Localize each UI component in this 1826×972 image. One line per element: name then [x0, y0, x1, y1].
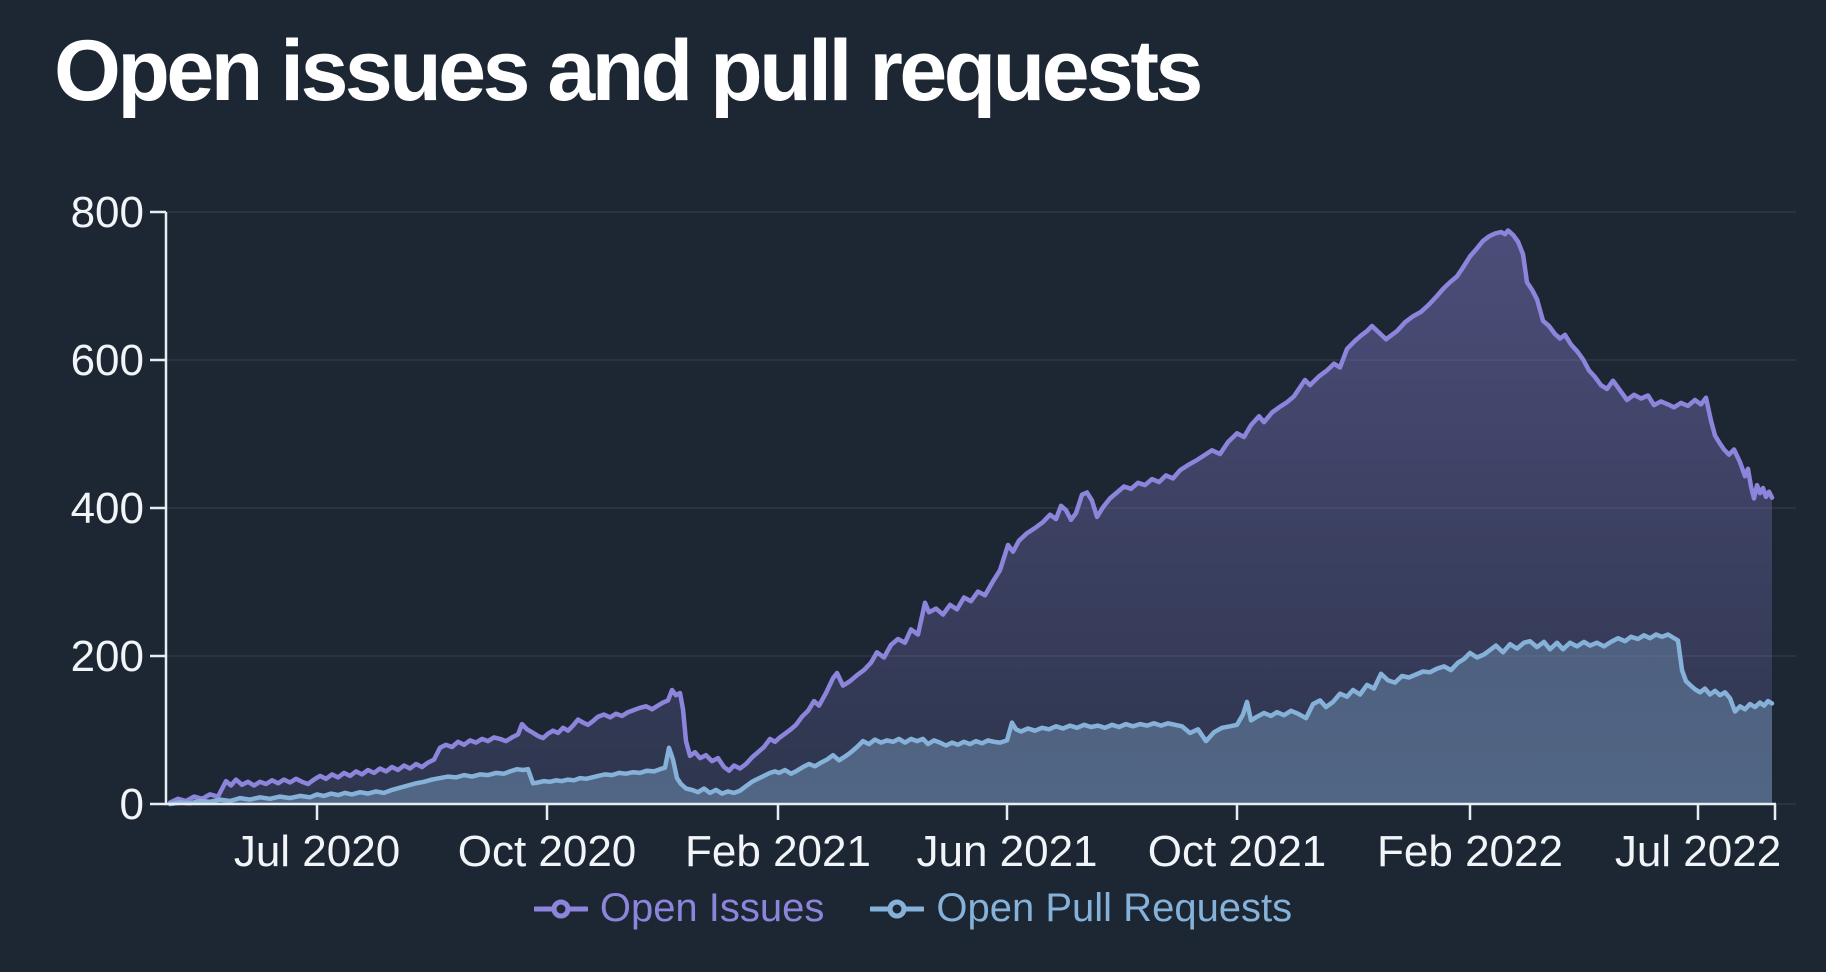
open-issues-line	[167, 228, 1775, 805]
page-title: Open issues and pull requests	[54, 23, 1203, 119]
open-issues-legend-marker	[533, 899, 588, 918]
x-tick-label: Feb 2022	[1377, 827, 1563, 876]
x-tick-label: Oct 2020	[458, 827, 637, 876]
y-tick-label: 600	[71, 336, 144, 385]
open-issues-area	[170, 230, 1772, 804]
open-pull-requests-area	[170, 634, 1772, 804]
y-tick-label: 200	[71, 632, 144, 681]
x-tick-label: Jul 2020	[234, 827, 400, 876]
y-tick-label: 800	[71, 188, 144, 237]
legend-item-open-pull-requests[interactable]: Open Pull Requests	[870, 886, 1292, 931]
x-tick-label: Jun 2021	[916, 827, 1097, 876]
y-tick-label: 0	[120, 780, 144, 829]
y-tick-label: 400	[71, 484, 144, 533]
x-tick-label: Oct 2021	[1148, 827, 1327, 876]
open-pull-requests-legend-marker	[870, 899, 925, 918]
open-pull-requests-line	[167, 632, 1775, 807]
legend: Open Issues Open Pull Requests	[0, 886, 1826, 931]
x-tick-label: Feb 2021	[685, 827, 871, 876]
legend-label-open-pull-requests: Open Pull Requests	[936, 886, 1293, 930]
x-tick-label: Jul 2022	[1615, 827, 1781, 876]
axes	[150, 210, 1777, 820]
legend-item-open-issues[interactable]: Open Issues	[533, 886, 825, 931]
legend-label-open-issues: Open Issues	[599, 886, 825, 930]
